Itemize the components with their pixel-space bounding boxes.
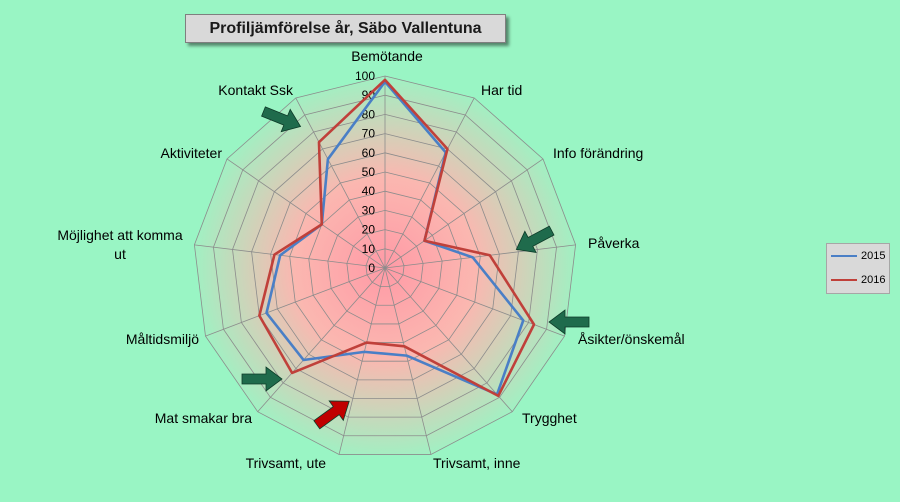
grid-ring-80 bbox=[232, 113, 538, 418]
tick-label-10: 10 bbox=[362, 242, 376, 256]
chart-title-box: Profiljämförelse år, Säbo Vallentuna bbox=[185, 14, 506, 43]
grid-ring-30 bbox=[327, 209, 443, 325]
grid-ring-40 bbox=[308, 190, 462, 343]
spoke-10 bbox=[194, 244, 386, 269]
spoke-1 bbox=[384, 97, 475, 269]
tick-label-20: 20 bbox=[362, 223, 376, 237]
spoke-7 bbox=[338, 267, 386, 455]
legend-swatch-2015 bbox=[831, 255, 857, 257]
spoke-11 bbox=[226, 158, 386, 269]
spoke-2 bbox=[384, 158, 544, 269]
arrow-marker-2 bbox=[548, 309, 590, 335]
legend-label-2015: 2015 bbox=[861, 250, 886, 262]
axis-label-4: Åsikter/önskemål bbox=[578, 331, 685, 347]
axis-label-12: Kontakt Ssk bbox=[218, 82, 294, 98]
spoke-12 bbox=[295, 97, 386, 269]
arrow-marker-1 bbox=[515, 225, 555, 253]
axis-label-7: Trivsamt, ute bbox=[246, 455, 327, 471]
axis-label-5: Trygghet bbox=[522, 410, 577, 426]
grid-ring-70 bbox=[251, 133, 519, 399]
tick-label-50: 50 bbox=[362, 165, 376, 179]
tick-label-70: 70 bbox=[362, 127, 376, 141]
legend-label-2016: 2016 bbox=[861, 274, 886, 286]
axis-label-11: Aktiviteter bbox=[161, 145, 223, 161]
axis-label-0: Bemötande bbox=[351, 48, 423, 64]
axis-label-6: Trivsamt, inne bbox=[433, 455, 521, 471]
spoke-5 bbox=[384, 267, 513, 412]
grid-ring-20 bbox=[346, 229, 424, 306]
spoke-9 bbox=[205, 267, 386, 337]
grid-ring-90 bbox=[213, 94, 557, 437]
axis-label-1: Har tid bbox=[481, 82, 522, 98]
legend-swatch-2016 bbox=[831, 279, 857, 281]
grid-ring-50 bbox=[289, 171, 481, 362]
arrow-marker-3 bbox=[241, 366, 283, 392]
tick-label-0: 0 bbox=[368, 261, 375, 275]
tick-label-60: 60 bbox=[362, 146, 376, 160]
tick-label-100: 100 bbox=[355, 69, 375, 83]
arrow-marker-4 bbox=[313, 400, 350, 430]
axis-label-3: Påverka bbox=[588, 235, 640, 251]
legend-item-2016: 2016 bbox=[827, 268, 889, 292]
axis-label-2: Info förändring bbox=[553, 145, 643, 161]
arrow-marker-0 bbox=[261, 106, 302, 133]
axis-label-9: Måltidsmiljö bbox=[126, 331, 199, 347]
grid-ring-100 bbox=[193, 75, 577, 455]
axis-label-8: Mat smakar bra bbox=[155, 410, 252, 426]
tick-label-30: 30 bbox=[362, 203, 376, 217]
spoke-6 bbox=[384, 267, 432, 455]
spoke-3 bbox=[384, 244, 576, 269]
axis-label-10: Möjlighet att komma ut bbox=[57, 227, 182, 262]
spoke-8 bbox=[257, 267, 386, 412]
chart-legend: 2015 2016 bbox=[826, 243, 890, 294]
grid-ring-60 bbox=[270, 152, 500, 381]
chart-title: Profiljämförelse år, Säbo Vallentuna bbox=[209, 19, 482, 37]
legend-item-2015: 2015 bbox=[827, 244, 889, 268]
tick-label-40: 40 bbox=[362, 184, 376, 198]
series-line-2016 bbox=[258, 78, 536, 398]
grid-ring-10 bbox=[365, 248, 405, 288]
